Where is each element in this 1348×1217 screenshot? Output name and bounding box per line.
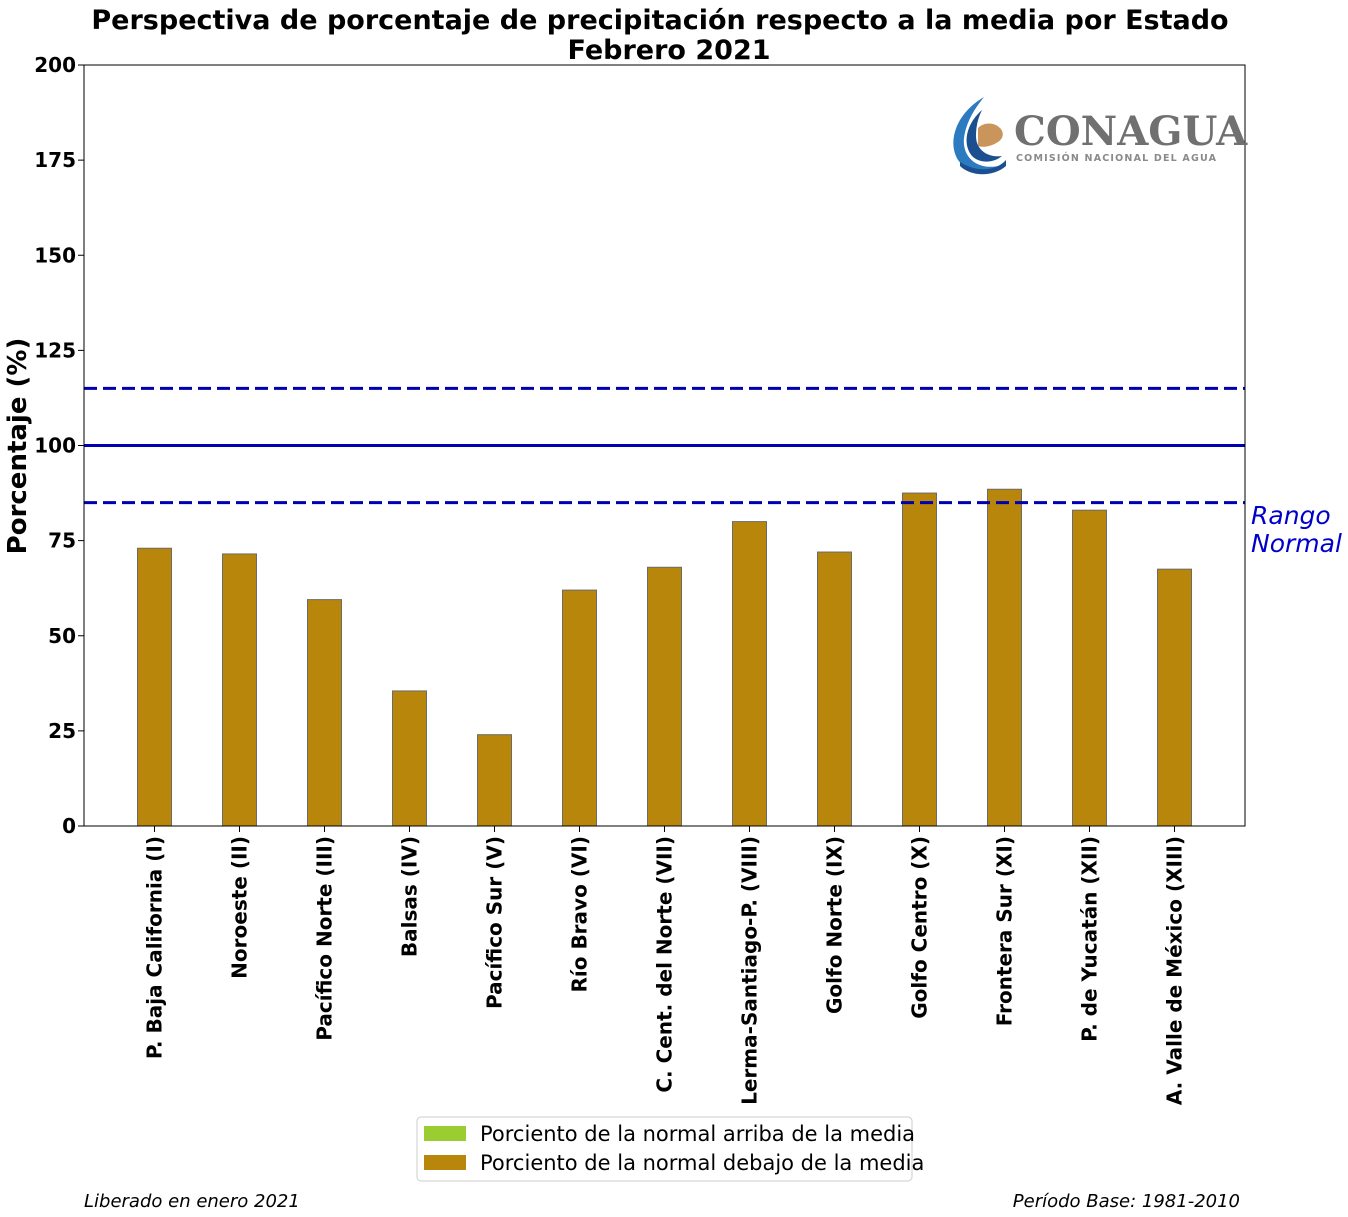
y-tick-label: 100 bbox=[34, 434, 76, 458]
x-tick-label: Río Bravo (VI) bbox=[568, 836, 592, 993]
y-tick-label: 175 bbox=[34, 148, 76, 172]
logo-name: CONAGUA bbox=[1014, 108, 1248, 155]
range-label-line1: Rango bbox=[1251, 501, 1331, 530]
x-tick-label: Noroeste (II) bbox=[228, 836, 252, 979]
legend-swatch-below bbox=[424, 1155, 466, 1170]
chart-subtitle: Febrero 2021 bbox=[567, 35, 770, 66]
range-label-line2: Normal bbox=[1251, 529, 1342, 558]
x-tick-label: A. Valle de México (XIII) bbox=[1163, 836, 1187, 1105]
y-axis-label: Porcentaje (%) bbox=[3, 338, 33, 555]
logo-subtitle: COMISIÓN NACIONAL DEL AGUA bbox=[1016, 152, 1217, 164]
legend: Porciento de la normal arriba de la medi… bbox=[416, 1116, 924, 1182]
bar bbox=[732, 521, 767, 827]
bar bbox=[137, 547, 172, 827]
x-tick-label: Golfo Norte (IX) bbox=[823, 836, 847, 1014]
bar bbox=[902, 492, 937, 827]
y-tick-label: 0 bbox=[62, 814, 76, 838]
y-tick-label: 50 bbox=[48, 624, 76, 648]
legend-label-below: Porciento de la normal debajo de la medi… bbox=[480, 1151, 924, 1175]
x-tick-label: Golfo Centro (X) bbox=[908, 836, 932, 1019]
y-tick-label: 75 bbox=[48, 529, 76, 553]
x-tick-label: Frontera Sur (XI) bbox=[993, 836, 1017, 1026]
bar bbox=[222, 553, 257, 827]
bar bbox=[477, 734, 512, 827]
bars bbox=[137, 488, 1192, 827]
y-tick-label: 125 bbox=[34, 338, 76, 362]
bar bbox=[1157, 568, 1192, 827]
x-tick-label: Pacífico Sur (V) bbox=[483, 836, 507, 1009]
x-tick-label: Pacífico Norte (III) bbox=[313, 836, 337, 1041]
x-tick-label: P. Baja California (I) bbox=[143, 836, 167, 1059]
conagua-emblem-icon bbox=[953, 97, 1006, 175]
base-period-note: Período Base: 1981-2010 bbox=[1013, 1191, 1240, 1212]
legend-swatch-above bbox=[424, 1126, 466, 1141]
bar bbox=[987, 488, 1022, 827]
bar bbox=[392, 690, 427, 827]
x-tick-label: P. de Yucatán (XII) bbox=[1078, 836, 1102, 1042]
y-axis-ticks: 0 25 50 75 100 125 150 175 200 bbox=[34, 53, 84, 838]
bar bbox=[307, 599, 342, 827]
bar bbox=[647, 566, 682, 827]
y-tick-label: 25 bbox=[48, 719, 76, 743]
bar bbox=[1072, 509, 1107, 827]
bar bbox=[562, 589, 597, 827]
legend-box bbox=[416, 1116, 913, 1182]
reference-lines bbox=[84, 386, 1245, 505]
y-tick-label: 150 bbox=[34, 243, 76, 267]
x-tick-label: C. Cent. del Norte (VII) bbox=[653, 836, 677, 1093]
chart-title: Perspectiva de porcentaje de precipitaci… bbox=[91, 5, 1228, 36]
legend-label-above: Porciento de la normal arriba de la medi… bbox=[480, 1122, 915, 1146]
y-tick-label: 200 bbox=[34, 53, 76, 77]
x-axis-ticks: P. Baja California (I) Noroeste (II) Pacíf… bbox=[143, 826, 1187, 1105]
x-tick-label: Balsas (IV) bbox=[398, 836, 422, 957]
conagua-logo: CONAGUA COMISIÓN NACIONAL DEL AGUA bbox=[953, 97, 1248, 175]
bar bbox=[817, 551, 852, 827]
release-note: Liberado en enero 2021 bbox=[84, 1191, 300, 1212]
plot-frame bbox=[83, 64, 1246, 827]
x-tick-label: Lerma-Santiago-P. (VIII) bbox=[738, 836, 762, 1105]
